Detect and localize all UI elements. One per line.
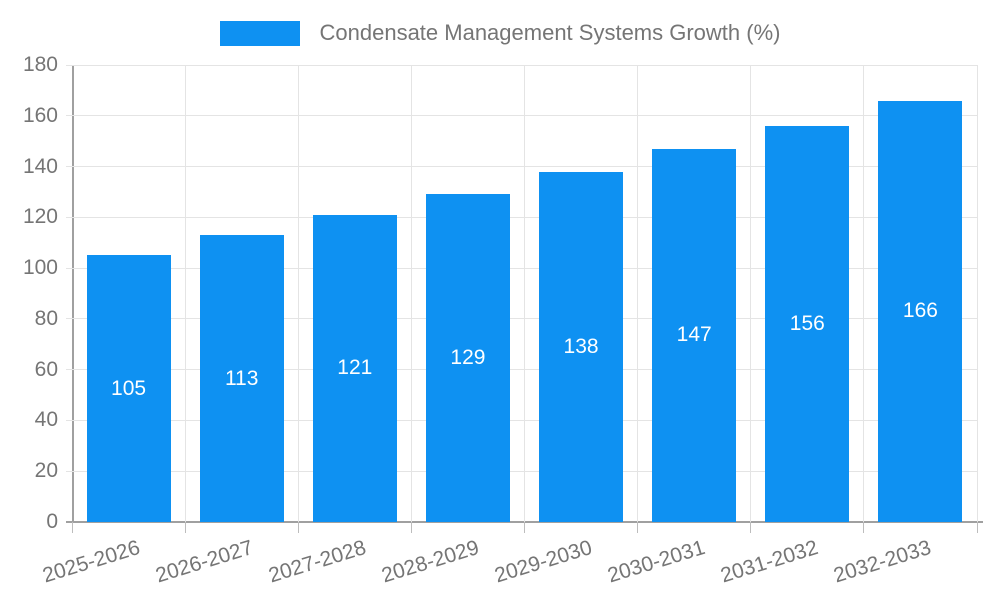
x-tick-mark (750, 522, 752, 533)
x-tick-label: 2025-2026 (39, 536, 143, 588)
bar-value-label: 166 (902, 299, 938, 323)
y-axis-line (72, 65, 74, 522)
plot-area: 0 20 40 60 80 100 120 140 160 180 105 2025-2026 113 2… (23, 53, 983, 587)
x-tick-label: 2031-2032 (718, 536, 822, 588)
y-tick-label: 100 (22, 256, 58, 280)
gridline-x (637, 65, 639, 522)
gridline-y (66, 216, 977, 218)
x-tick-label: 2027-2028 (265, 536, 369, 588)
gridline-x (863, 65, 865, 522)
gridline-y (66, 369, 977, 371)
x-tick-label: 2030-2031 (605, 536, 708, 588)
x-tick-mark (637, 522, 639, 533)
x-tick-mark (976, 522, 978, 533)
y-tick-label: 80 (34, 306, 58, 330)
gridline-y (66, 470, 977, 472)
x-tick-mark (184, 522, 186, 533)
gridline-x (410, 65, 412, 522)
y-tick-label: 180 (22, 53, 58, 76)
gridline-x (184, 65, 186, 522)
legend-swatch (219, 20, 300, 46)
legend-label: Condensate Management Systems Growth (%) (319, 20, 781, 45)
bar (312, 214, 397, 522)
bar-value-label: 105 (111, 376, 147, 400)
bar-value-label: 147 (676, 323, 712, 347)
x-tick-mark (524, 522, 525, 533)
y-tick-label: 60 (34, 357, 58, 381)
gridline-x (297, 65, 299, 522)
bar-value-label: 113 (224, 366, 259, 390)
y-tick-label: 40 (34, 408, 58, 432)
bar (765, 125, 850, 522)
bar (425, 194, 510, 522)
gridline-y (66, 267, 977, 269)
gridline-y (66, 166, 977, 168)
bar-value-label: 156 (789, 311, 825, 335)
x-tick-mark (297, 522, 299, 533)
y-tick-label: 140 (22, 154, 58, 178)
x-tick-label: 2026-2027 (152, 536, 256, 588)
y-tick-label: 20 (34, 459, 58, 483)
bar-value-label: 138 (563, 334, 599, 358)
gridline-y (66, 318, 977, 320)
x-tick-mark (863, 522, 865, 533)
bar (652, 148, 737, 522)
gridline-x (750, 65, 752, 522)
bar (86, 255, 171, 522)
x-tick-label: 2029-2030 (492, 536, 595, 588)
bar (878, 100, 963, 522)
bar (539, 171, 624, 522)
gridline-y (66, 64, 977, 66)
bar (199, 235, 284, 522)
bar-value-label: 129 (450, 346, 486, 370)
y-tick-label: 160 (22, 103, 58, 127)
gridline-y (66, 115, 977, 117)
x-tick-mark (410, 522, 412, 533)
x-tick-mark (71, 522, 73, 533)
y-tick-label: 0 (46, 510, 58, 533)
gridline-x (976, 65, 978, 522)
x-tick-label: 2028-2029 (378, 536, 482, 588)
x-tick-label: 2032-2033 (831, 536, 935, 588)
legend: Condensate Management Systems Growth (%) (0, 16, 1000, 50)
gridline-y (66, 419, 977, 421)
bar-value-label: 121 (337, 356, 373, 380)
gridline-x (524, 65, 525, 522)
y-tick-label: 120 (22, 205, 58, 229)
